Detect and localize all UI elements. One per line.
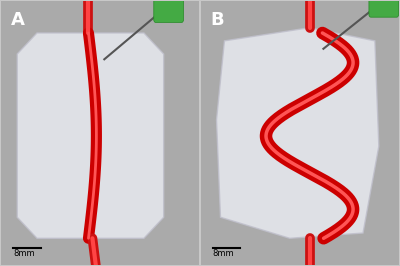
FancyBboxPatch shape (369, 0, 399, 17)
FancyBboxPatch shape (154, 0, 184, 22)
Text: 8mm: 8mm (13, 249, 35, 258)
FancyBboxPatch shape (201, 1, 399, 265)
Polygon shape (17, 33, 164, 238)
Text: 8mm: 8mm (212, 249, 234, 258)
FancyBboxPatch shape (1, 1, 199, 265)
Polygon shape (216, 28, 379, 238)
Text: B: B (210, 11, 224, 29)
Text: A: A (11, 11, 25, 29)
